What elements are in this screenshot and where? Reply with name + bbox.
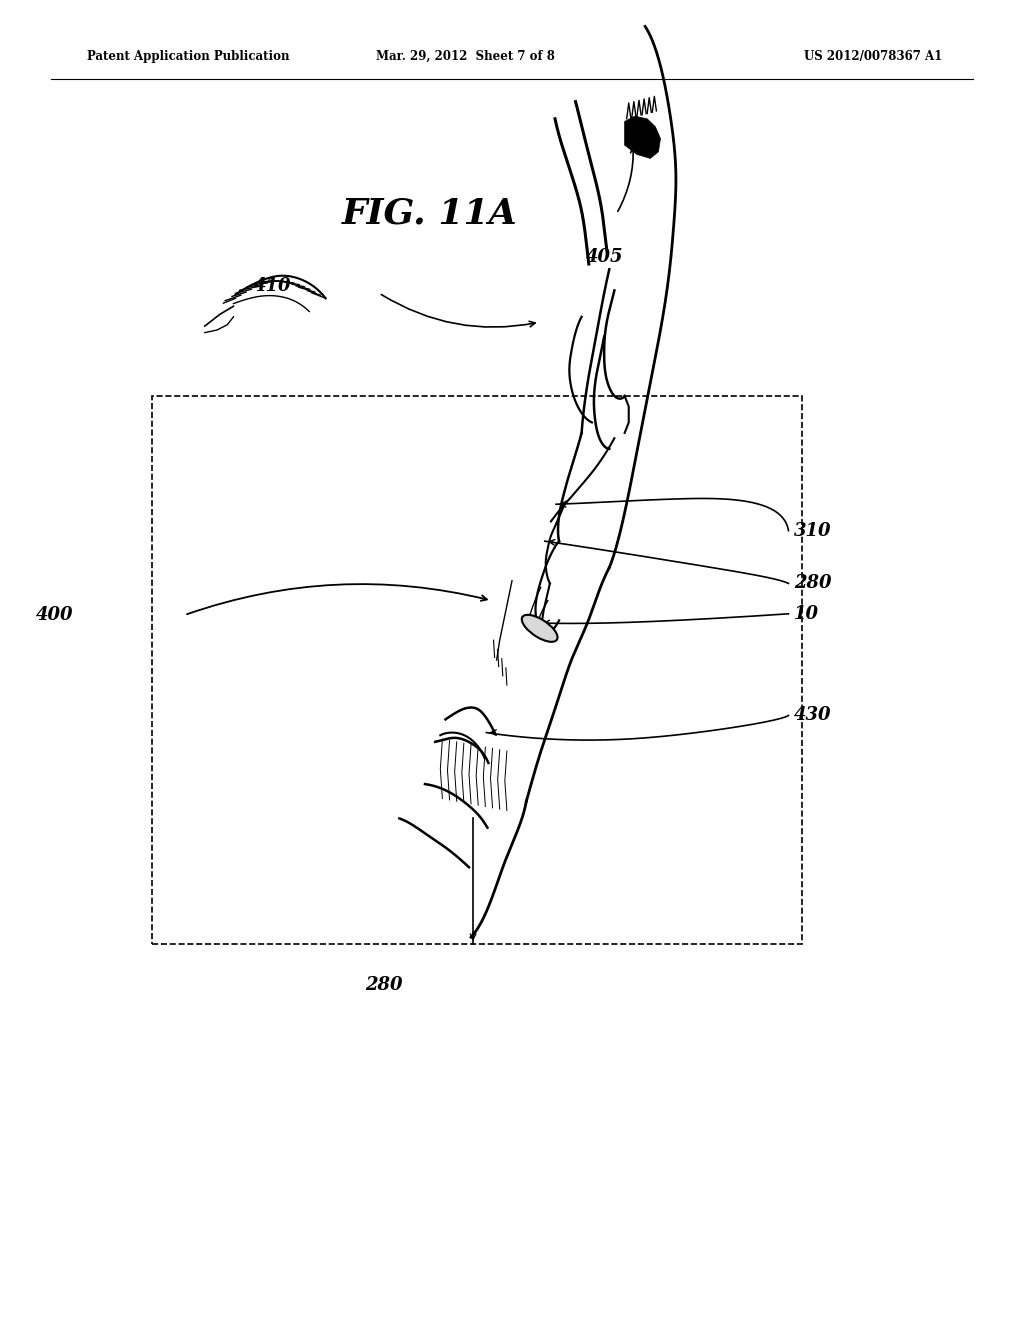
Polygon shape <box>625 116 660 158</box>
Bar <box>152 396 802 944</box>
Text: 400: 400 <box>36 606 74 624</box>
Text: Mar. 29, 2012  Sheet 7 of 8: Mar. 29, 2012 Sheet 7 of 8 <box>377 50 555 63</box>
Text: 10: 10 <box>794 605 818 623</box>
Text: 410: 410 <box>254 277 292 296</box>
Text: 430: 430 <box>794 706 831 725</box>
Text: 405: 405 <box>586 248 624 267</box>
Text: US 2012/0078367 A1: US 2012/0078367 A1 <box>804 50 942 63</box>
Text: Patent Application Publication: Patent Application Publication <box>87 50 290 63</box>
Text: 280: 280 <box>794 574 831 593</box>
Ellipse shape <box>522 615 557 642</box>
Text: 310: 310 <box>794 521 831 540</box>
Text: FIG. 11A: FIG. 11A <box>342 197 518 231</box>
Text: 280: 280 <box>366 975 402 994</box>
